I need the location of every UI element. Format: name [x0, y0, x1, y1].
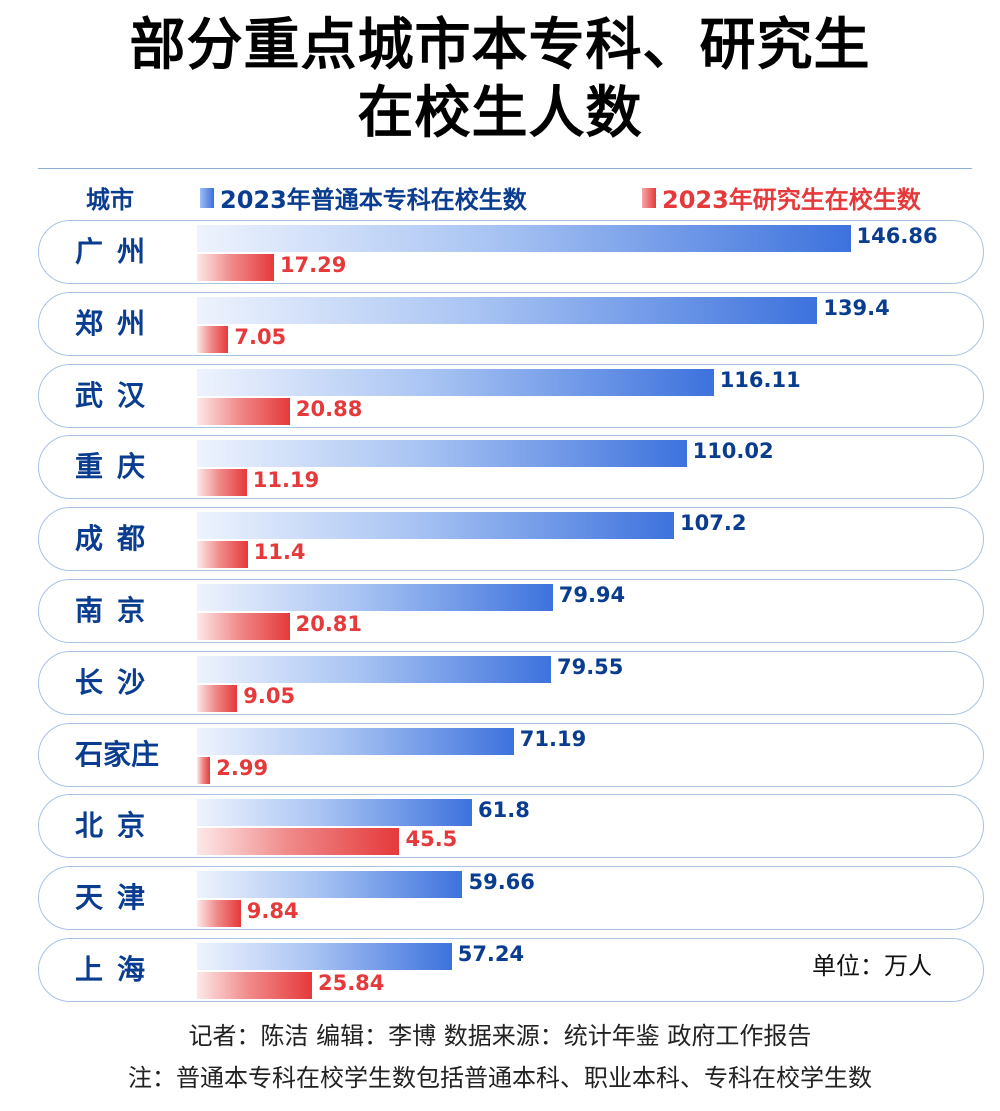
- city-label: 广州: [74, 235, 159, 268]
- city-row: 南京 79.94 20.81: [38, 579, 984, 643]
- postgrad-bar: [197, 325, 229, 353]
- header-divider: [38, 168, 972, 169]
- credits: 记者：陈洁 编辑：李博 数据来源：统计年鉴 政府工作报告: [188, 1022, 812, 1050]
- city-label: 重庆: [74, 450, 159, 484]
- legend-postgrad-label: 2023年研究生在校生数: [662, 186, 921, 214]
- city-label: 天津: [74, 881, 159, 915]
- legend-postgrad-swatch: [642, 187, 656, 208]
- postgrad-bar: [197, 684, 238, 712]
- postgrad-bar: [197, 828, 400, 856]
- city-row: 长沙 79.55 9.05: [38, 650, 984, 715]
- unit-label: 单位：万人: [812, 952, 932, 980]
- undergrad-bar: [197, 584, 553, 611]
- undergrad-bar: [197, 440, 687, 468]
- undergrad-value-label: 71.19: [519, 726, 587, 751]
- postgrad-value-label: 7.05: [234, 324, 287, 349]
- legend-undergrad: 2023年普通本专科在校生数: [200, 180, 527, 215]
- legend-undergrad-swatch: [200, 187, 214, 208]
- city-row: 天津 59.66 9.84: [38, 866, 984, 931]
- city-label: 石家庄: [74, 737, 159, 771]
- postgrad-value-label: 45.5: [405, 827, 458, 852]
- city-row: 郑州 139.4 7.05: [38, 291, 984, 356]
- undergrad-bar: [197, 368, 714, 396]
- undergrad-value-label: 110.02: [692, 439, 774, 464]
- legend-postgrad: 2023年研究生在校生数: [642, 180, 921, 215]
- chart-title: 部分重点城市本专科、研究生 在校生人数: [0, 12, 1000, 148]
- city-label: 北京: [74, 809, 159, 843]
- undergrad-value-label: 57.24: [457, 942, 525, 966]
- category-header: 城市: [86, 186, 134, 214]
- city-row: 广州 146.86 17.29: [38, 220, 984, 284]
- undergrad-bar: [197, 655, 551, 683]
- city-label: 成都: [74, 522, 159, 556]
- postgrad-value-label: 2.99: [216, 755, 269, 780]
- postgrad-bar: [197, 541, 248, 569]
- undergrad-value-label: 116.11: [719, 367, 801, 392]
- legend-undergrad-label: 2023年普通本专科在校生数: [220, 186, 527, 214]
- postgrad-bar: [197, 613, 290, 640]
- city-row: 成都 107.2 11.4: [38, 507, 984, 572]
- city-label: 长沙: [74, 665, 159, 699]
- postgrad-value-label: 11.4: [253, 540, 306, 565]
- postgrad-value-label: 9.05: [243, 683, 296, 708]
- city-row: 北京 61.8 45.5: [38, 794, 984, 859]
- postgrad-bar: [197, 972, 312, 999]
- postgrad-bar: [197, 397, 290, 425]
- city-label: 郑州: [74, 306, 159, 340]
- undergrad-value-label: 59.66: [468, 870, 535, 895]
- city-row: 上海 57.24 25.84: [38, 938, 984, 1002]
- chart-title-line2: 在校生人数: [357, 81, 643, 146]
- postgrad-bar: [197, 469, 247, 497]
- city-label: 南京: [74, 594, 159, 627]
- undergrad-bar: [197, 225, 851, 252]
- postgrad-value-label: 20.81: [295, 612, 363, 636]
- undergrad-bar: [197, 871, 463, 899]
- postgrad-value-label: 11.19: [252, 468, 320, 493]
- city-row: 重庆 110.02 11.19: [38, 435, 984, 500]
- undergrad-bar: [197, 296, 818, 324]
- postgrad-value-label: 9.84: [246, 899, 299, 924]
- undergrad-value-label: 79.55: [556, 654, 624, 679]
- postgrad-value-label: 25.84: [317, 971, 385, 995]
- undergrad-value-label: 79.94: [558, 583, 626, 607]
- undergrad-bar: [197, 799, 472, 827]
- chart-title-line1: 部分重点城市本专科、研究生: [129, 13, 871, 78]
- city-row: 武汉 116.11 20.88: [38, 363, 984, 428]
- postgrad-bar: [197, 254, 274, 281]
- postgrad-value-label: 17.29: [279, 253, 347, 277]
- undergrad-value-label: 146.86: [856, 224, 938, 248]
- city-row: 石家庄 71.19 2.99: [38, 722, 984, 787]
- postgrad-bar: [197, 756, 211, 784]
- undergrad-bar: [197, 943, 452, 970]
- undergrad-value-label: 61.8: [478, 798, 530, 823]
- undergrad-value-label: 139.4: [823, 295, 890, 320]
- footnote: 注：普通本专科在校学生数包括普通本科、职业本科、专科在校学生数: [128, 1064, 872, 1092]
- city-label: 武汉: [74, 378, 159, 412]
- undergrad-value-label: 107.2: [680, 511, 747, 536]
- postgrad-bar: [197, 900, 241, 928]
- undergrad-bar: [197, 727, 514, 755]
- city-label: 上海: [74, 953, 159, 986]
- undergrad-bar: [197, 512, 675, 540]
- postgrad-value-label: 20.88: [295, 396, 363, 421]
